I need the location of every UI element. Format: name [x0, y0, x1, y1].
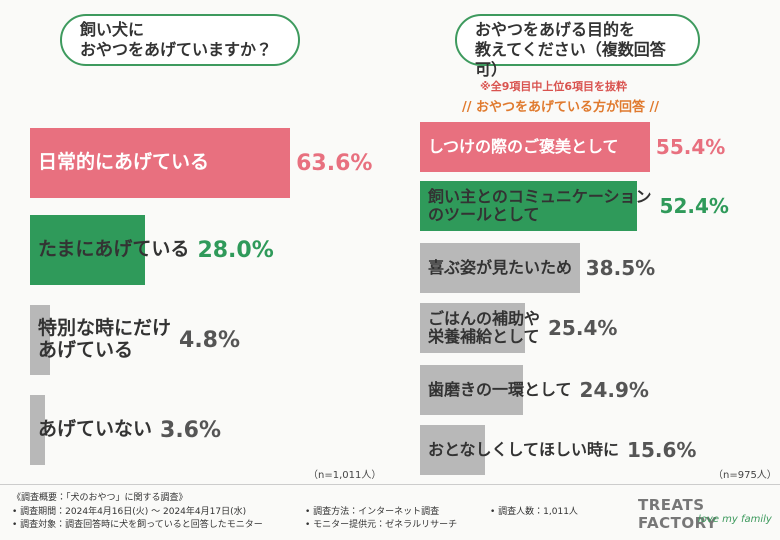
value-label: 63.6% — [296, 150, 373, 176]
footer-divider — [0, 484, 780, 485]
category-label: 特別な時にだけ あげている — [38, 317, 172, 361]
brand: TREATS FACTORY — [638, 496, 718, 532]
value-label: 25.4% — [548, 316, 618, 340]
category-label: おとなしくしてほしい時に — [428, 439, 620, 459]
bar-row: しつけの際のご褒美として 55.4% — [420, 122, 725, 172]
sample-note: （n=975人） — [713, 470, 777, 481]
value-label: 38.5% — [585, 256, 656, 280]
bar — [420, 122, 650, 172]
value-label: 3.6% — [160, 417, 222, 443]
sample-note: （n=1,011人） — [308, 470, 382, 481]
category-label: ごはんの補助や 栄養補給として — [428, 308, 541, 346]
survey-item: • モニター提供元：ゼネラルリサーチ — [305, 520, 458, 530]
bar — [30, 128, 291, 198]
value-label: 28.0% — [197, 237, 274, 263]
bar-row: おとなしくしてほしい時に 15.6% — [420, 425, 696, 475]
chart-annotation: // おやつをあげている方が回答 // — [462, 100, 660, 115]
bar-row: 飼い主とのコミュニケーション のツールとして 52.4% — [420, 181, 729, 231]
bar-row: 喜ぶ姿が見たいため 38.5% — [420, 243, 655, 293]
category-label: あげていない — [38, 418, 153, 441]
category-label: たまにあげている — [38, 238, 190, 261]
category-label: 歯磨きの一環として — [428, 379, 572, 399]
value-label: 24.9% — [579, 378, 649, 402]
survey-item: • 調査対象：調査回答時に犬を飼っていると回答したモニター — [12, 520, 263, 530]
brand-tagline: love my family — [698, 514, 772, 525]
survey-item: • 調査方法：インターネット調査 — [305, 507, 440, 517]
bar — [420, 243, 580, 293]
survey-item: • 調査人数：1,011人 — [490, 507, 578, 517]
bar-row: たまにあげている 28.0% — [30, 215, 274, 285]
category-label: 飼い主とのコミュニケーション のツールとして — [428, 186, 652, 224]
chart-title: おやつをあげる目的を 教えてください（複数回答可） — [455, 14, 700, 79]
value-label: 55.4% — [655, 135, 726, 159]
bar-row: あげていない 3.6% — [30, 395, 221, 465]
chart-subtitle: ※全9項目中上位6項目を抜粋 — [480, 80, 628, 93]
bar — [420, 181, 638, 231]
bar-row: 日常的にあげている 63.6% — [30, 128, 372, 198]
bar — [30, 395, 45, 465]
survey-item: • 調査期間：2024年4月16日(火) 〜 2024年4月17日(水) — [12, 507, 247, 517]
category-label: 日常的にあげている — [38, 151, 210, 174]
bar — [420, 365, 524, 415]
bar-row: 歯磨きの一環として 24.9% — [420, 365, 649, 415]
bar — [420, 303, 526, 353]
bar-row: ごはんの補助や 栄養補給として 25.4% — [420, 303, 617, 353]
value-label: 4.8% — [179, 327, 241, 353]
value-label: 15.6% — [627, 438, 697, 462]
bar — [30, 305, 50, 375]
category-label: 喜ぶ姿が見たいため — [428, 257, 573, 277]
value-label: 52.4% — [659, 194, 729, 218]
chart-title: 飼い犬に おやつをあげていますか？ — [60, 14, 300, 66]
category-label: しつけの際のご褒美として — [428, 136, 619, 156]
bar-row: 特別な時にだけ あげている 4.8% — [30, 305, 240, 375]
bar — [30, 215, 145, 285]
survey-title: 《調査概要：「犬のおやつ」に関する調査》 — [12, 493, 188, 503]
bar — [420, 425, 485, 475]
